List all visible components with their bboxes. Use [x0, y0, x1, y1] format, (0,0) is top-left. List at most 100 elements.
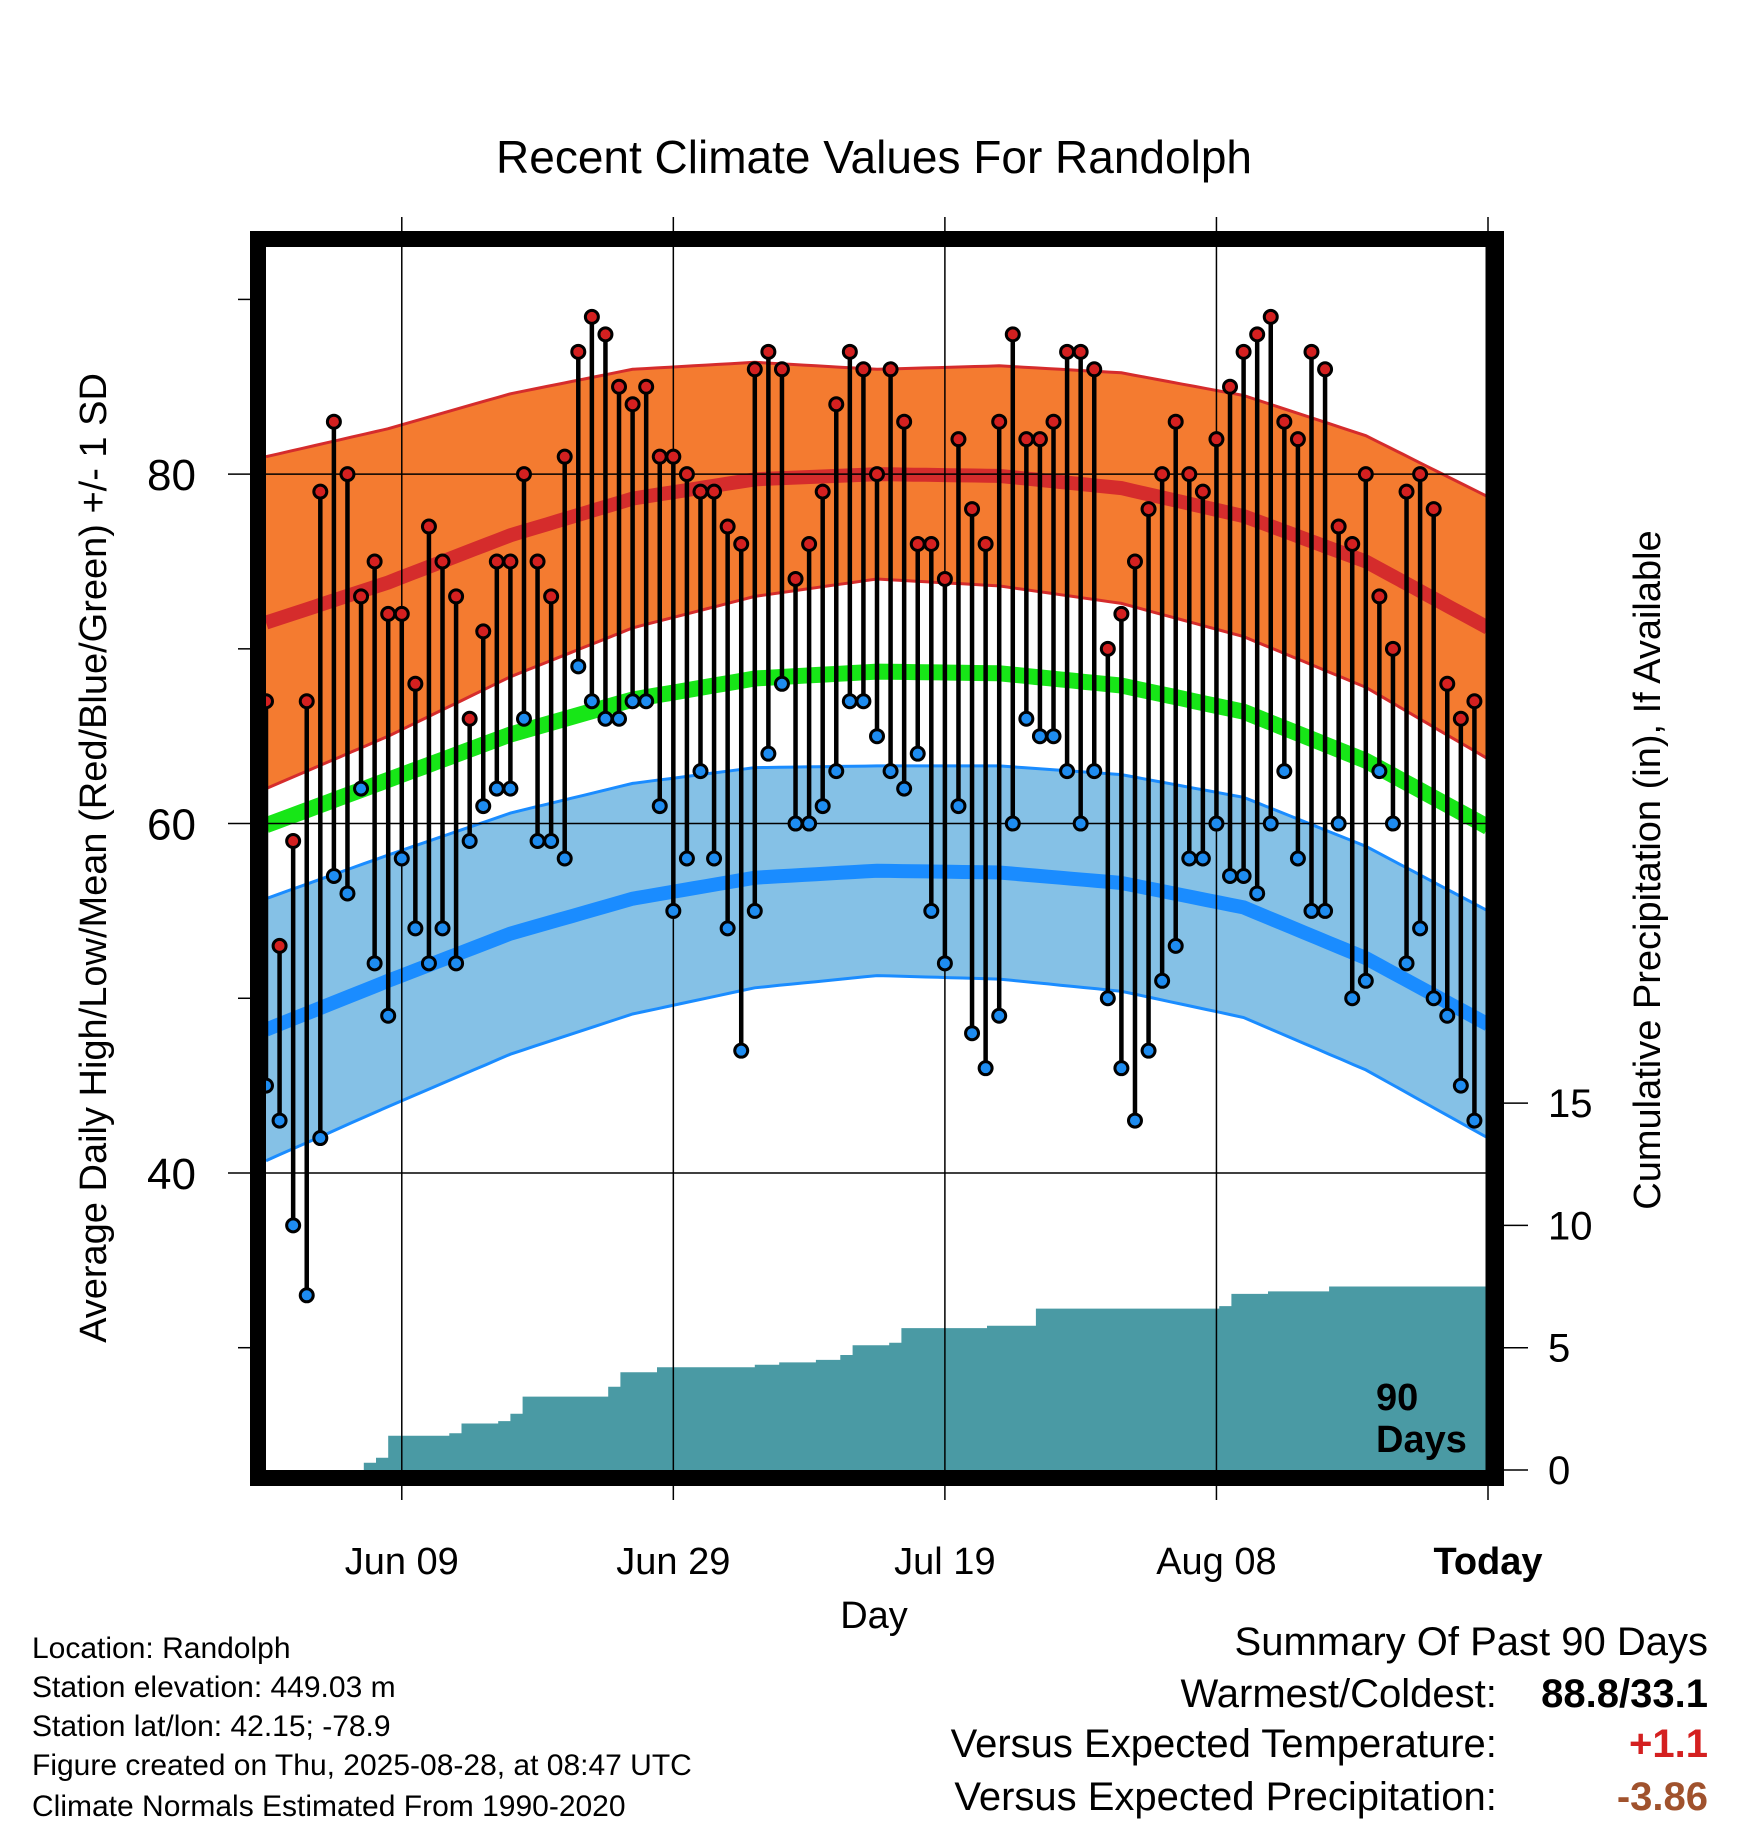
daily-high-point	[1045, 413, 1062, 430]
daily-low-point	[1086, 763, 1103, 780]
daily-low-point	[570, 658, 587, 675]
summary-warmest-value: 88.8/33.1	[1541, 1672, 1708, 1716]
daily-high-point	[1086, 361, 1103, 378]
daily-high-point	[515, 466, 532, 483]
daily-low-point	[719, 920, 736, 937]
x-tick-label: Jul 19	[894, 1541, 995, 1583]
daily-high-point	[611, 378, 628, 395]
daily-high-point	[719, 518, 736, 535]
daily-high-point	[1317, 361, 1334, 378]
daily-high-point	[461, 710, 478, 727]
daily-low-point	[266, 1077, 274, 1094]
daily-high-point	[1357, 466, 1374, 483]
daily-low-point	[475, 798, 492, 815]
x-tick-label: Jun 29	[616, 1541, 730, 1583]
daily-low-point	[312, 1130, 329, 1147]
daily-low-point	[325, 867, 342, 884]
daily-low-point	[1140, 1042, 1157, 1059]
daily-low-point	[692, 763, 709, 780]
daily-high-point	[787, 570, 804, 587]
daily-high-point	[950, 431, 967, 448]
daily-high-point	[312, 483, 329, 500]
daily-low-point	[1425, 990, 1442, 1007]
daily-high-point	[869, 466, 885, 483]
y2-tick-label: 0	[1548, 1449, 1570, 1493]
daily-low-point	[1452, 1077, 1469, 1094]
daily-high-point	[733, 536, 750, 553]
daily-low-point	[746, 902, 763, 919]
daily-high-point	[556, 448, 573, 465]
summary-temp-label: Versus Expected Temperature:	[950, 1722, 1497, 1766]
daily-low-point	[380, 1007, 397, 1024]
daily-high-point	[1330, 518, 1347, 535]
daily-low-point	[1289, 850, 1306, 867]
daily-low-point	[651, 798, 668, 815]
daily-low-point	[882, 763, 899, 780]
daily-low-point	[461, 833, 478, 850]
daily-low-point	[488, 780, 505, 797]
daily-high-point	[828, 396, 845, 413]
daily-high-point	[529, 553, 546, 570]
summary-warmest-label: Warmest/Coldest:	[1180, 1672, 1497, 1716]
daily-high-point	[420, 518, 437, 535]
daily-low-point	[271, 1112, 288, 1129]
daily-high-point	[923, 536, 940, 553]
daily-low-point	[665, 902, 682, 919]
daily-high-point	[1439, 675, 1456, 692]
daily-high-point	[1303, 343, 1320, 360]
daily-high-point	[407, 675, 424, 692]
daily-low-point	[964, 1025, 981, 1042]
window-label-days: Days	[1376, 1419, 1467, 1461]
daily-high-point	[298, 693, 315, 710]
daily-high-point	[678, 466, 695, 483]
daily-high-point	[1072, 343, 1089, 360]
daily-high-point	[1018, 431, 1035, 448]
daily-low-point	[1222, 867, 1239, 884]
daily-low-point	[896, 780, 913, 797]
daily-high-point	[801, 536, 818, 553]
daily-high-point	[1113, 605, 1130, 622]
daily-high-point	[909, 536, 926, 553]
daily-low-point	[1031, 728, 1048, 745]
daily-low-point	[1099, 990, 1116, 1007]
y-tick-label: 80	[147, 451, 196, 500]
daily-high-point	[760, 343, 777, 360]
daily-high-point	[651, 448, 668, 465]
daily-low-point	[1154, 972, 1171, 989]
daily-high-point	[380, 605, 397, 622]
daily-low-point	[1439, 1007, 1456, 1024]
daily-low-point	[1208, 815, 1225, 832]
x-tick-label: Jun 09	[345, 1541, 459, 1583]
daily-low-point	[991, 1007, 1008, 1024]
daily-low-point	[977, 1060, 994, 1077]
daily-low-point	[583, 693, 600, 710]
daily-low-point	[1126, 1112, 1143, 1129]
daily-high-point	[488, 553, 505, 570]
x-axis-label: Day	[840, 1595, 908, 1637]
daily-high-point	[366, 553, 383, 570]
daily-low-point	[1167, 937, 1184, 954]
axes: Jun 09 Jun 29 Jul 19 Aug 08 Today 40 60 80 0 5 10 1…	[147, 217, 1593, 1583]
daily-high-point	[1425, 501, 1442, 518]
daily-high-point	[624, 396, 641, 413]
x-tick-label: Today	[1433, 1541, 1542, 1583]
daily-high-point	[706, 483, 723, 500]
y2-tick-label: 10	[1548, 1204, 1593, 1248]
summary-precip-value: -3.86	[1616, 1775, 1708, 1819]
normal-high-band-upper-edge	[266, 360, 1488, 499]
daily-high-point	[1208, 431, 1225, 448]
daily-high-point	[665, 448, 682, 465]
summary-precip-row: Versus Expected Precipitation: -3.86	[954, 1775, 1708, 1820]
normal-low-band-lower-edge	[266, 974, 1488, 1163]
daily-high-point	[841, 343, 858, 360]
daily-high-point	[896, 413, 913, 430]
daily-high-point	[1262, 308, 1279, 325]
daily-low-point	[678, 850, 695, 867]
daily-high-point	[1126, 553, 1143, 570]
daily-low-point	[353, 780, 370, 797]
daily-high-point	[1398, 483, 1415, 500]
daily-low-point	[706, 850, 723, 867]
footer-elevation: Station elevation: 449.03 m	[32, 1671, 396, 1704]
daily-high-point	[814, 483, 831, 500]
daily-low-point	[1113, 1060, 1130, 1077]
